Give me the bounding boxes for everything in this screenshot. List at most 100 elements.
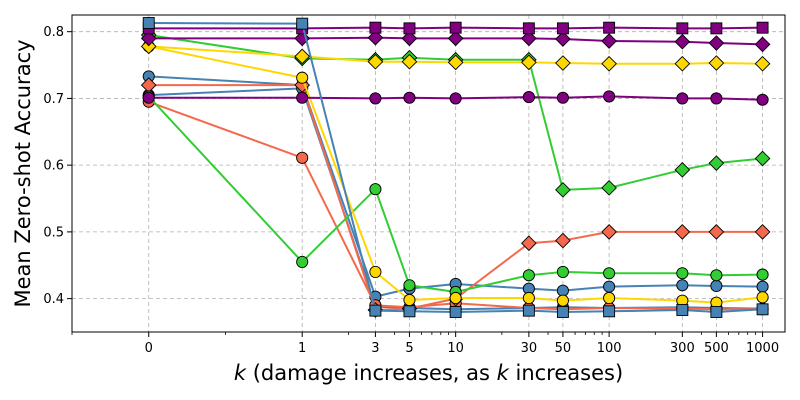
data-point-square	[710, 22, 723, 35]
x-tick-label: 500	[704, 341, 729, 356]
data-point-diamond	[447, 30, 464, 47]
data-point-diamond	[754, 55, 771, 72]
x-tick-label: 50	[555, 341, 572, 356]
data-point-square	[403, 22, 416, 35]
data-point-square	[676, 22, 689, 35]
data-point-circle	[710, 279, 723, 293]
data-point-circle	[756, 280, 769, 293]
data-point-circle	[296, 91, 309, 104]
data-point-diamond	[601, 33, 617, 49]
data-point-square	[522, 22, 535, 35]
y-tick-label: 0.8	[43, 25, 64, 40]
data-point-diamond	[601, 224, 617, 240]
series-purple-circle	[142, 90, 769, 106]
data-point-circle	[756, 268, 769, 281]
data-point-circle	[403, 279, 416, 292]
data-point-square	[603, 21, 616, 34]
data-point-circle	[522, 91, 535, 104]
y-tick-label: 0.5	[43, 225, 64, 240]
x-tick-label: 300	[670, 341, 695, 356]
data-point-square	[556, 306, 569, 318]
data-point-square	[369, 304, 382, 317]
x-tick-label: 10	[447, 341, 464, 356]
data-point-circle	[756, 93, 769, 106]
data-point-square	[603, 305, 616, 318]
data-point-diamond	[521, 54, 537, 71]
data-point-circle	[369, 183, 382, 196]
data-point-circle	[403, 293, 416, 307]
y-axis-title: Mean Zero-shot Accuracy	[11, 39, 35, 307]
y-tick-label: 0.4	[43, 292, 64, 307]
data-point-diamond	[754, 150, 771, 167]
data-point-square	[756, 21, 769, 34]
data-point-diamond	[140, 30, 157, 47]
data-point-diamond	[521, 235, 537, 252]
data-point-circle	[522, 291, 535, 305]
data-point-circle	[522, 269, 535, 282]
x-axis-title-mid: (damage increases, as	[246, 361, 497, 385]
data-point-circle	[296, 255, 309, 268]
data-point-diamond	[708, 224, 725, 240]
plot-frame	[71, 14, 786, 333]
data-point-square	[449, 21, 462, 34]
data-point-diamond	[521, 30, 537, 47]
data-point-circle	[756, 291, 769, 304]
data-point-circle	[556, 284, 569, 297]
x-axis-title-var2: k	[497, 361, 510, 385]
data-point-circle	[369, 265, 382, 278]
data-point-circle	[296, 71, 309, 84]
data-point-square	[556, 22, 569, 35]
data-point-diamond	[401, 30, 418, 47]
data-point-diamond	[674, 224, 691, 240]
series-gold-circle	[142, 40, 769, 309]
data-point-circle	[369, 92, 382, 105]
x-axis-title-end: increases)	[509, 361, 623, 385]
x-axis: 0 1 3 5 10 30 50 100 300 500 1000	[71, 332, 779, 356]
data-point-square	[142, 17, 155, 29]
data-point-diamond	[708, 55, 725, 71]
y-axis: 0.4 0.5 0.6 0.7 0.8	[43, 25, 72, 307]
data-point-diamond	[754, 36, 771, 53]
data-point-diamond	[601, 55, 617, 72]
data-point-diamond	[708, 35, 725, 51]
data-point-circle	[449, 92, 462, 105]
data-point-diamond	[555, 31, 571, 47]
data-point-circle	[676, 267, 689, 280]
data-point-circle	[296, 151, 309, 164]
data-point-square	[403, 305, 416, 318]
x-tick-label: 30	[521, 341, 538, 356]
data-point-diamond	[754, 224, 771, 240]
data-point-diamond	[601, 180, 617, 196]
data-point-diamond	[674, 55, 691, 72]
y-tick-label: 0.6	[43, 159, 64, 174]
series-steelblue-square	[142, 17, 769, 318]
x-tick-label: 1000	[746, 341, 779, 356]
data-point-circle	[403, 91, 416, 104]
data-point-circle	[710, 269, 723, 282]
data-point-diamond	[555, 232, 571, 249]
data-point-circle	[556, 294, 569, 307]
x-tick-label: 0	[145, 341, 153, 356]
x-tick-label: 100	[597, 341, 622, 356]
data-point-square	[369, 21, 382, 34]
data-point-square	[756, 303, 769, 316]
data-point-diamond	[367, 53, 384, 70]
data-point-square	[522, 304, 535, 317]
data-point-diamond	[367, 29, 384, 46]
data-point-circle	[556, 265, 569, 278]
data-point-square	[449, 306, 462, 318]
data-point-circle	[142, 91, 155, 104]
data-point-circle	[710, 92, 723, 105]
data-point-circle	[603, 291, 616, 305]
data-point-diamond	[674, 33, 691, 50]
data-point-circle	[603, 90, 616, 103]
data-point-circle	[449, 291, 462, 305]
data-point-diamond	[294, 48, 311, 65]
data-point-circle	[603, 280, 616, 293]
data-point-diamond	[140, 38, 157, 55]
x-tick-label: 5	[405, 341, 413, 356]
data-point-square	[676, 304, 689, 316]
data-point-diamond	[401, 53, 418, 70]
